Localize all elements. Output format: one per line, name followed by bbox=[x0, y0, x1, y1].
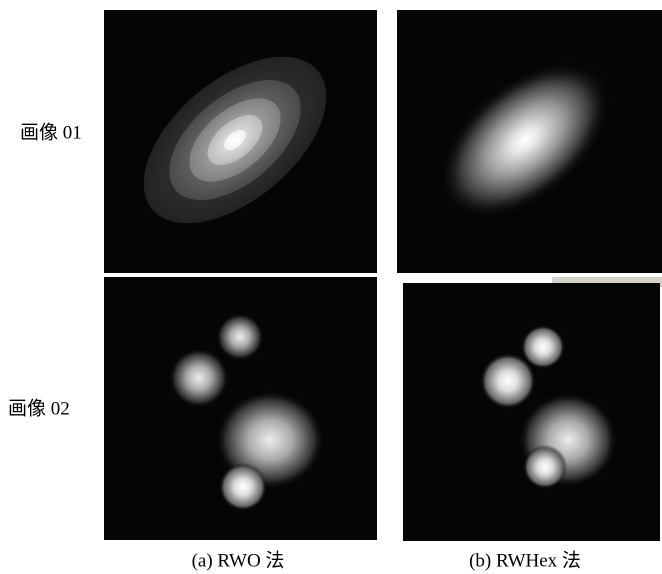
image-rwhex-02 bbox=[403, 277, 662, 541]
image-rwo-01 bbox=[104, 10, 377, 273]
row-label: 画像 01 bbox=[20, 121, 82, 143]
caption: (a) RWO 法 bbox=[192, 549, 285, 571]
caption: (b) RWHex 法 bbox=[469, 549, 581, 571]
image-rwo-02 bbox=[104, 277, 377, 540]
image-rwhex-01 bbox=[397, 10, 662, 273]
row-label: 画像 02 bbox=[8, 397, 70, 419]
figure: 画像 01 画像 02 (a) RWO 法 (b) RWHex 法 bbox=[0, 0, 662, 574]
page: 画像 01 画像 02 (a) RWO 法 (b) RWHex 法 (() =>… bbox=[0, 0, 662, 574]
